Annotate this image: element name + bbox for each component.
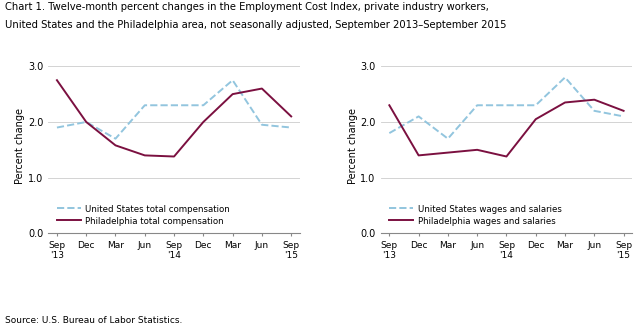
Text: United States and the Philadelphia area, not seasonally adjusted, September 2013: United States and the Philadelphia area,… — [5, 20, 507, 30]
Text: Chart 1. Twelve-month percent changes in the Employment Cost Index, private indu: Chart 1. Twelve-month percent changes in… — [5, 2, 489, 12]
Text: Source: U.S. Bureau of Labor Statistics.: Source: U.S. Bureau of Labor Statistics. — [5, 316, 182, 325]
Legend: United States wages and salaries, Philadelphia wages and salaries: United States wages and salaries, Philad… — [387, 203, 563, 227]
Legend: United States total compensation, Philadelphia total compensation: United States total compensation, Philad… — [55, 203, 232, 227]
Y-axis label: Percent change: Percent change — [347, 108, 358, 184]
Y-axis label: Percent change: Percent change — [15, 108, 25, 184]
